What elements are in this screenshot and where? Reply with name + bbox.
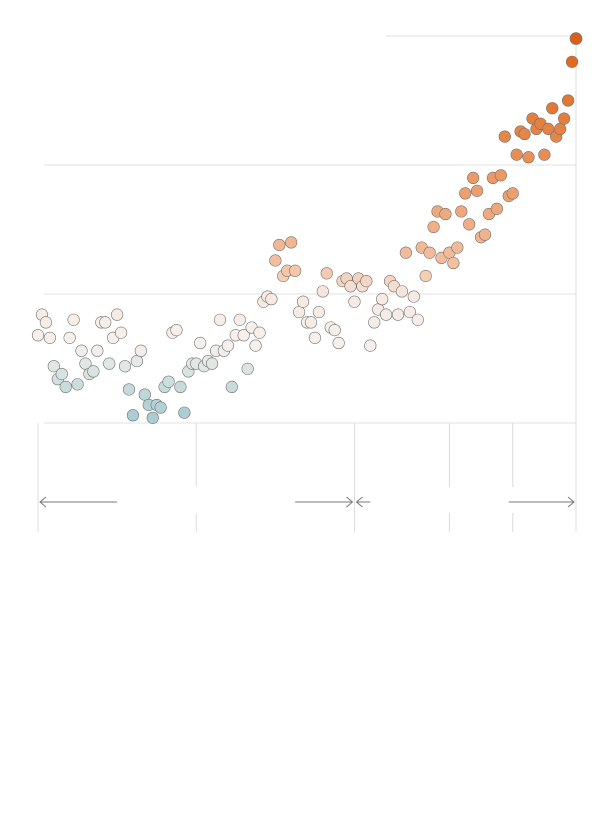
data-point: [478, 228, 492, 241]
data-point: [205, 357, 219, 370]
data-point: [494, 169, 507, 182]
data-point: [411, 313, 424, 326]
data-point: [463, 218, 476, 231]
data-point: [490, 202, 503, 215]
data-point: [31, 329, 45, 342]
data-point: [292, 305, 306, 319]
data-point: [455, 205, 468, 218]
data-point: [233, 313, 246, 326]
data-point: [174, 380, 187, 393]
period-arrow-head-right: [567, 496, 575, 508]
data-point: [269, 254, 282, 267]
data-point: [225, 380, 238, 393]
data-point: [134, 344, 147, 357]
period-arrow-head-left: [39, 496, 47, 508]
data-point: [518, 127, 531, 141]
period-markers: [37, 36, 577, 532]
data-point: [451, 241, 464, 254]
data-point: [395, 285, 409, 298]
data-point: [376, 293, 389, 306]
data-points: [31, 32, 583, 424]
data-point: [154, 401, 167, 414]
data-point: [63, 331, 76, 344]
data-point: [194, 336, 207, 350]
data-point: [59, 380, 72, 393]
data-point: [91, 344, 104, 357]
data-point: [99, 316, 112, 329]
data-point: [289, 264, 302, 277]
data-point: [471, 184, 484, 197]
data-point: [265, 293, 278, 306]
data-point: [55, 367, 68, 381]
data-point: [360, 275, 373, 288]
data-point: [407, 290, 420, 303]
data-point: [39, 316, 53, 329]
data-point: [111, 308, 124, 321]
data-point: [510, 148, 523, 161]
data-point: [126, 409, 140, 422]
data-point: [75, 344, 88, 357]
data-point: [328, 324, 341, 337]
data-point: [558, 112, 571, 125]
data-point: [565, 55, 579, 68]
period-arrow-head-right: [346, 496, 354, 508]
period-arrows: [39, 496, 575, 508]
data-point: [447, 256, 460, 270]
data-point: [273, 238, 286, 252]
data-point: [316, 285, 329, 298]
data-point: [403, 305, 416, 319]
period-arrow-head-left: [355, 496, 363, 508]
data-point: [241, 362, 254, 375]
data-point: [522, 151, 535, 164]
data-point: [380, 308, 393, 321]
data-point: [332, 336, 345, 350]
data-point: [43, 331, 56, 344]
data-point: [419, 269, 432, 283]
data-point: [391, 308, 405, 321]
data-point: [320, 267, 333, 280]
data-point: [423, 246, 436, 259]
data-point: [253, 326, 266, 339]
data-point: [146, 411, 159, 424]
data-point: [138, 388, 151, 401]
data-point: [87, 365, 100, 378]
data-point: [506, 187, 519, 200]
data-point: [237, 329, 250, 342]
data-point: [538, 148, 551, 161]
data-point: [47, 360, 60, 373]
data-point: [364, 339, 377, 352]
data-point: [348, 295, 361, 308]
data-point: [114, 326, 128, 339]
gridlines: [44, 35, 576, 424]
data-point: [312, 305, 325, 319]
data-point: [399, 246, 413, 259]
data-point: [561, 94, 575, 107]
data-point: [178, 406, 191, 419]
data-point: [554, 122, 567, 135]
data-point: [118, 360, 132, 373]
data-point: [249, 339, 262, 352]
data-point: [308, 331, 322, 344]
data-point: [459, 187, 472, 200]
data-point: [368, 316, 381, 329]
data-point: [296, 295, 310, 308]
data-point: [122, 383, 136, 396]
data-point: [170, 324, 183, 337]
data-point: [439, 207, 452, 221]
data-point: [467, 171, 480, 184]
data-point: [304, 316, 318, 329]
data-point: [130, 354, 143, 368]
data-point: [427, 220, 440, 234]
data-point: [162, 375, 175, 388]
data-point: [285, 236, 298, 249]
data-point: [103, 357, 116, 370]
data-point: [221, 339, 234, 352]
data-point: [546, 102, 559, 115]
data-point: [71, 378, 84, 391]
data-point: [569, 32, 583, 45]
data-point: [67, 313, 80, 326]
data-point: [498, 130, 511, 143]
data-point: [213, 313, 227, 326]
